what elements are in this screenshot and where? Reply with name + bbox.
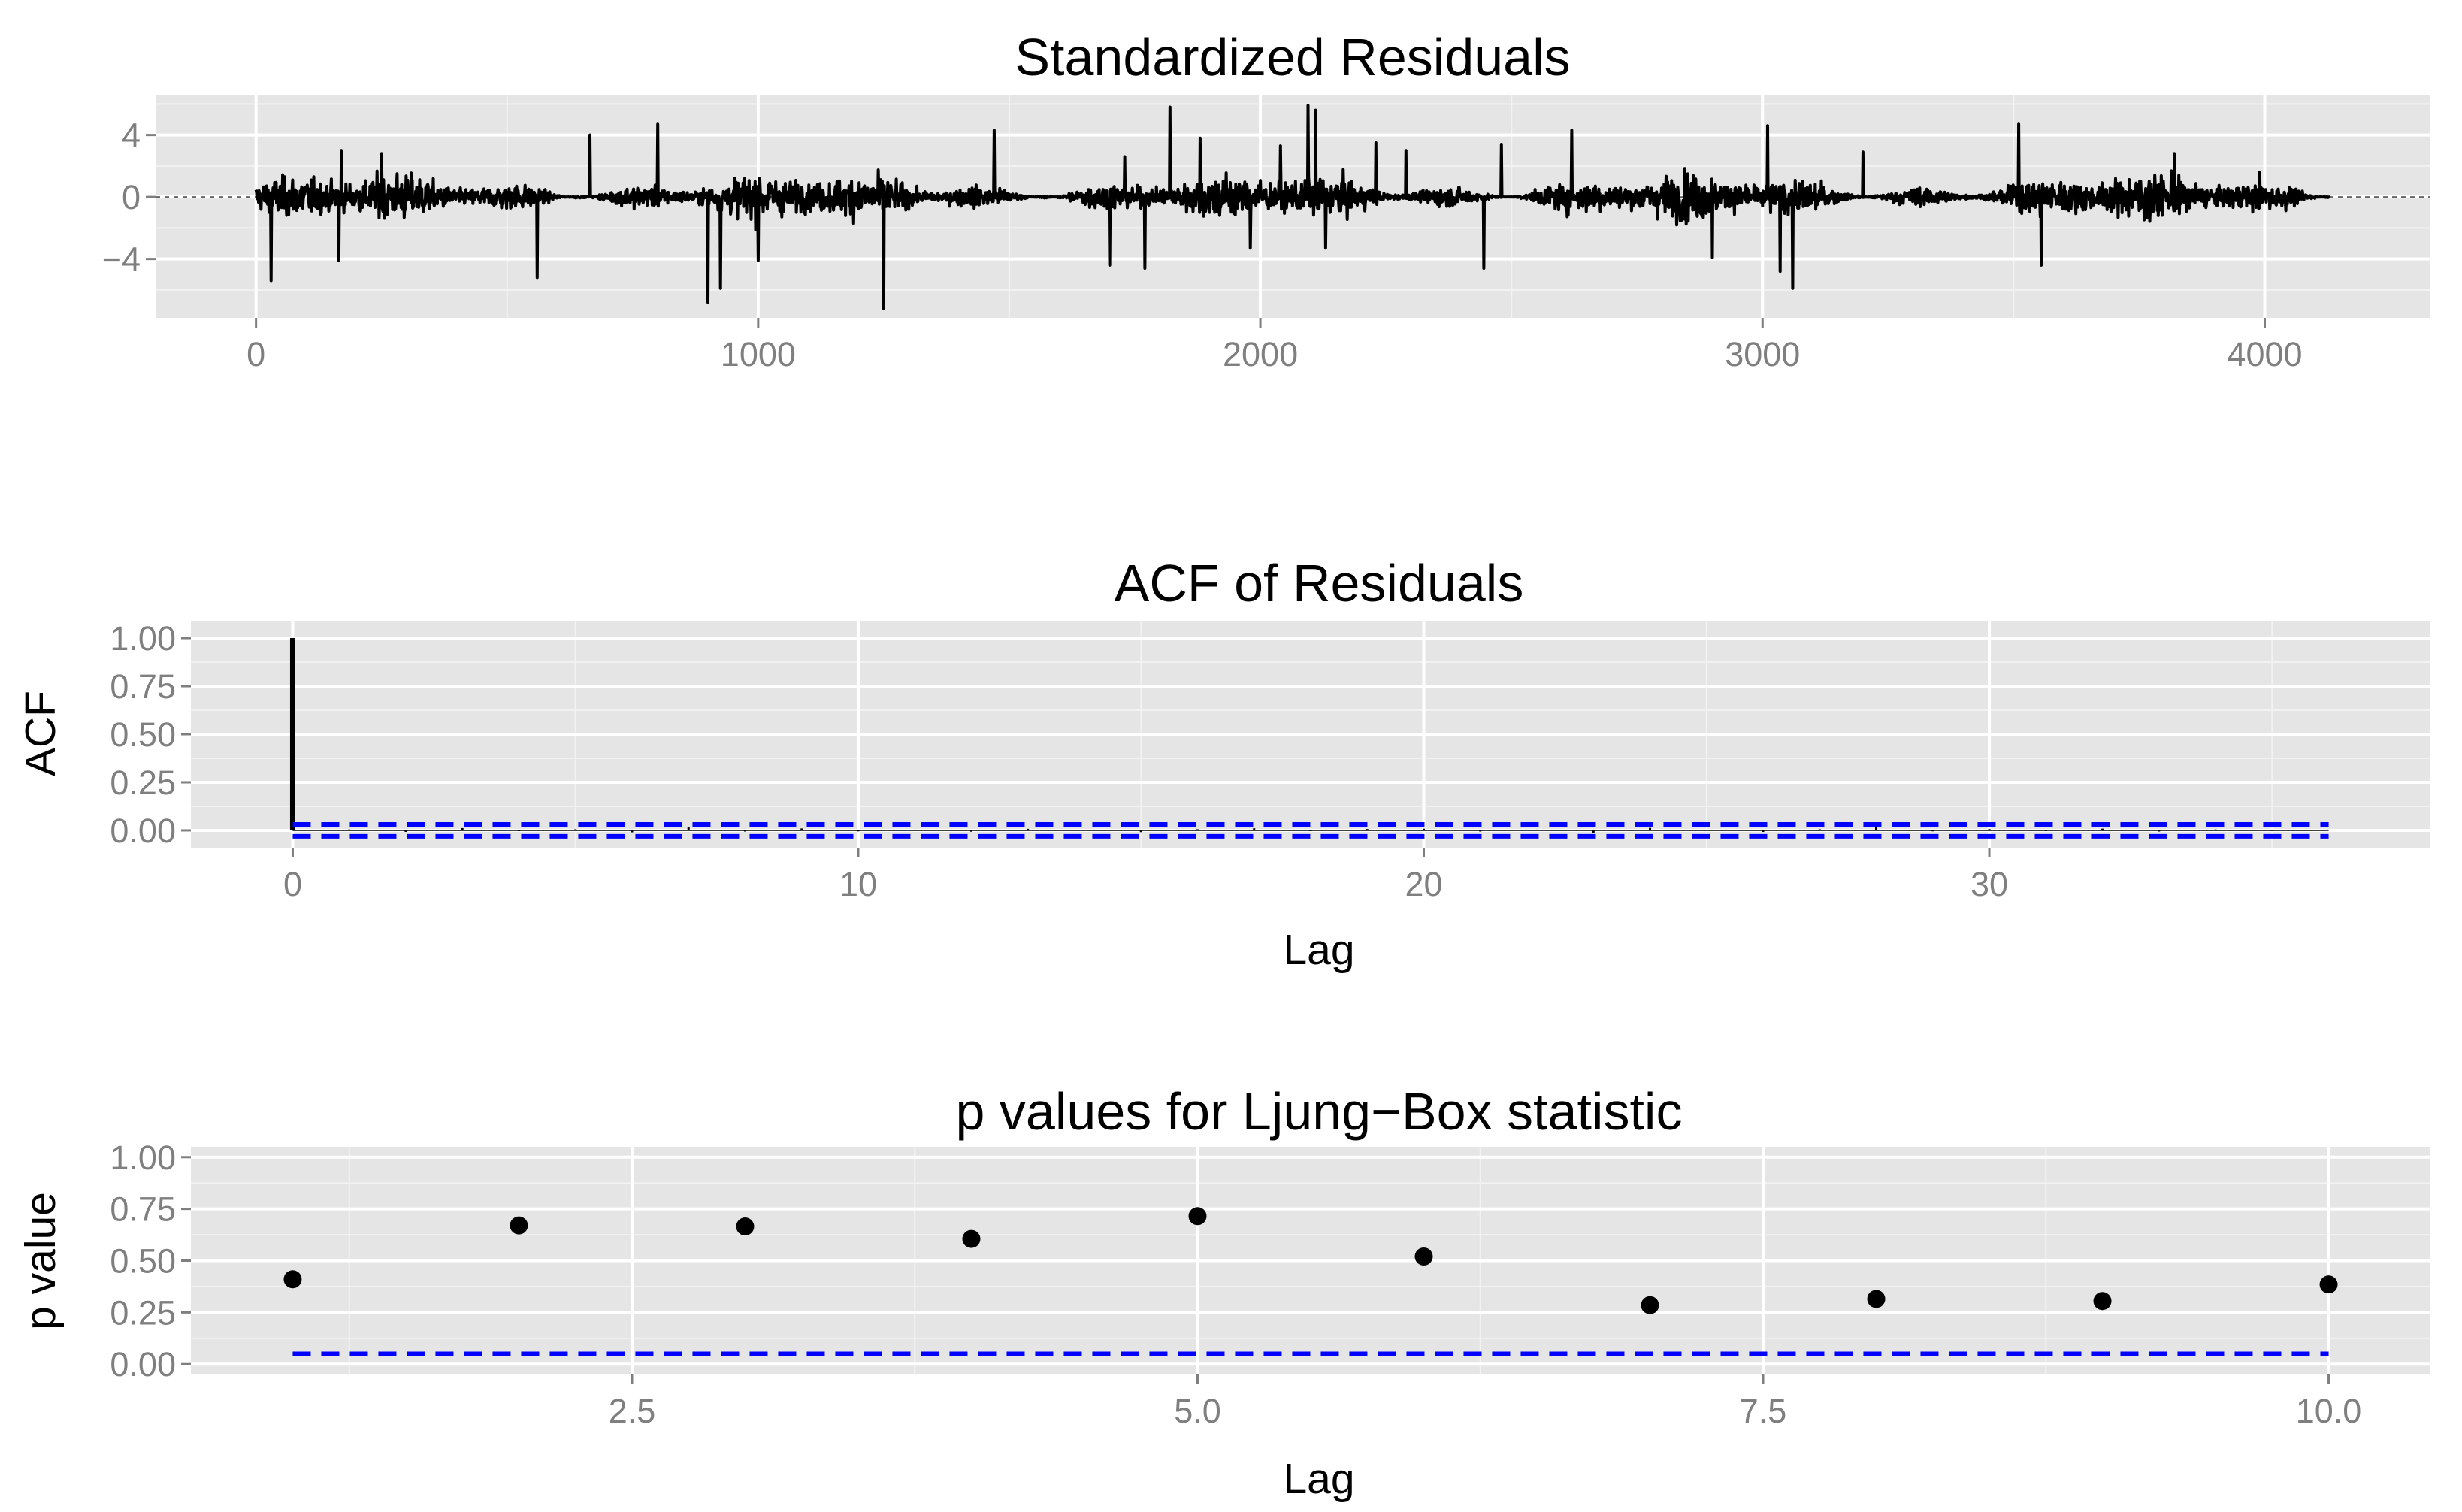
p-value-point — [1414, 1247, 1433, 1266]
x-tick-label: 0 — [247, 335, 265, 373]
x-tick-label: 2.5 — [609, 1392, 656, 1430]
y-tick-label: 0.00 — [110, 812, 176, 850]
x-tick-label: 10 — [839, 865, 877, 903]
acf-panel: 0 10 20 30 0.00 0.25 0.50 0.75 1.00 ACF of Resi… — [17, 554, 2430, 974]
y-tick-label: 4 — [122, 116, 141, 155]
ljung-box-x-axis: 2.5 5.0 7.5 10.0 — [609, 1374, 2362, 1430]
x-tick-label: 7.5 — [1740, 1392, 1787, 1430]
acf-x-label: Lag — [1283, 926, 1354, 974]
acf-bars — [289, 638, 2330, 833]
p-value-point — [2319, 1275, 2338, 1294]
residuals-panel: 0 1000 2000 3000 4000 −4 0 4 Standardized Resi… — [102, 28, 2430, 373]
ljung-box-title: p values for Ljung−Box statistic — [956, 1082, 1683, 1141]
ljung-box-y-label: p value — [17, 1192, 65, 1330]
p-value-point — [510, 1216, 528, 1235]
y-tick-label: −4 — [102, 240, 141, 279]
x-tick-label: 4000 — [2227, 335, 2302, 373]
x-tick-label: 0 — [283, 865, 302, 903]
ljung-box-panel: 2.5 5.0 7.5 10.0 0.00 0.25 0.50 0.75 1.00 p val… — [17, 1082, 2430, 1503]
residuals-y-axis: −4 0 4 — [102, 116, 156, 279]
residual-line — [254, 104, 2331, 310]
y-tick-label: 0.25 — [110, 1293, 176, 1332]
residuals-series — [156, 104, 2430, 310]
x-tick-label: 30 — [1971, 865, 2008, 903]
acf-x-axis: 0 10 20 30 — [283, 848, 2008, 903]
residuals-title: Standardized Residuals — [1015, 28, 1570, 86]
x-tick-label: 20 — [1405, 865, 1442, 903]
x-tick-label: 3000 — [1725, 335, 1800, 373]
y-tick-label: 1.00 — [110, 619, 176, 658]
ljung-box-points — [283, 1207, 2338, 1314]
p-value-point — [1867, 1290, 1886, 1308]
y-tick-label: 0.50 — [110, 1242, 176, 1281]
ljung-box-y-axis: 0.00 0.25 0.50 0.75 1.00 — [110, 1139, 191, 1383]
y-tick-label: 0 — [122, 178, 141, 216]
ljung-box-x-label: Lag — [1283, 1455, 1354, 1503]
p-value-point — [283, 1270, 302, 1289]
y-tick-label: 0.75 — [110, 1190, 176, 1229]
y-tick-label: 1.00 — [110, 1139, 176, 1177]
p-value-point — [1188, 1207, 1207, 1226]
x-tick-label: 5.0 — [1174, 1392, 1221, 1430]
acf-confidence-bounds — [292, 822, 2329, 839]
y-tick-label: 0.75 — [110, 667, 176, 706]
p-value-point — [962, 1229, 981, 1248]
acf-title: ACF of Residuals — [1115, 554, 1524, 612]
x-tick-label: 10.0 — [2296, 1392, 2362, 1430]
x-tick-label: 1000 — [721, 335, 796, 373]
y-tick-label: 0.50 — [110, 715, 176, 754]
p-value-point — [736, 1217, 755, 1236]
acf-y-label: ACF — [17, 691, 65, 776]
residuals-x-axis: 0 1000 2000 3000 4000 — [247, 318, 2303, 373]
acf-y-axis: 0.00 0.25 0.50 0.75 1.00 — [110, 619, 191, 850]
y-tick-label: 0.00 — [110, 1345, 176, 1383]
p-value-point — [1641, 1296, 1659, 1314]
y-tick-label: 0.25 — [110, 764, 176, 802]
p-value-point — [2093, 1292, 2112, 1311]
x-tick-label: 2000 — [1223, 335, 1298, 373]
